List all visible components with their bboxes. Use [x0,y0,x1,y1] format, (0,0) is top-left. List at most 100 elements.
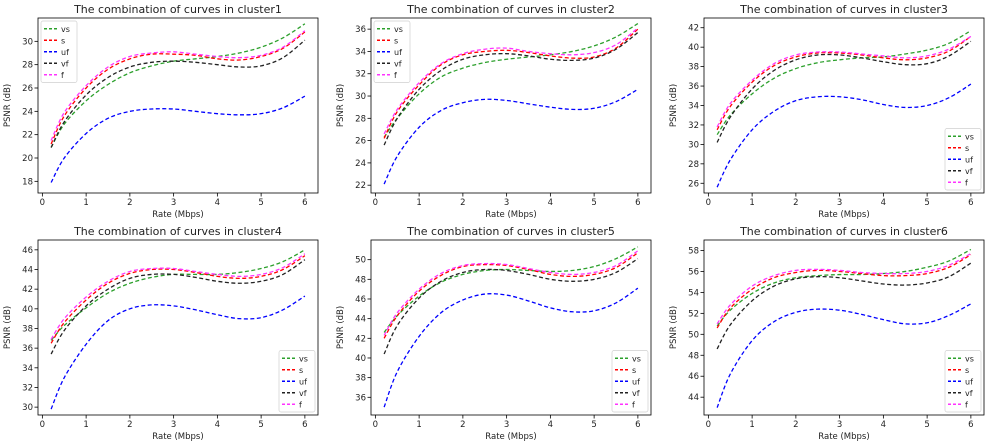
series-line-vf [50,39,306,148]
chart-svg: The combination of curves in cluster2 0 1 2… [336,3,652,220]
y-tick-label: 22 [22,131,33,141]
chart-panel-cluster3: The combination of curves in cluster3 0 1 2… [666,0,999,222]
y-tick-label: 40 [355,354,366,364]
y-tick-label: 24 [355,159,366,169]
series-line-s [383,252,639,339]
y-tick-label: 42 [22,285,33,295]
y-tick-label: 34 [22,364,33,374]
legend-label-s: s [61,36,65,45]
legend-box [40,20,78,83]
x-tick-label: 1 [83,420,88,430]
y-tick-label: 26 [22,84,33,94]
series-line-s [50,255,306,344]
y-tick-label: 36 [355,393,366,403]
chart-title: The combination of curves in cluster2 [406,3,615,16]
y-tick-label: 38 [355,374,366,384]
chart-svg: The combination of curves in cluster6 0 1 2… [669,225,985,442]
y-tick-label: 52 [688,309,699,319]
y-tick-label: 32 [22,383,33,393]
legend: vs s uf vf f [944,128,982,191]
chart-title: The combination of curves in cluster1 [73,3,282,16]
y-tick-label: 56 [688,267,699,277]
y-tick-label: 50 [688,330,699,340]
legend-label-uf: uf [632,377,640,386]
x-tick-label: 3 [837,420,842,430]
legend-label-uf: uf [394,48,402,57]
x-axis-label: Rate (Mbps) [818,432,869,442]
series-line-s [716,254,972,329]
legend-label-vf: vf [61,59,69,68]
chart-panel-cluster4: The combination of curves in cluster4 0 1 2… [0,222,333,444]
y-tick-label: 36 [688,82,699,92]
x-tick-label: 5 [258,198,263,208]
x-tick-label: 4 [548,420,553,430]
x-tick-label: 2 [127,198,132,208]
series-line-vs [716,248,972,327]
legend-box [278,350,316,413]
chart-panel-cluster2: The combination of curves in cluster2 0 1 2… [333,0,666,222]
plot-frame [370,239,652,416]
legend-label-f: f [965,400,968,409]
x-tick-label: 2 [793,420,798,430]
y-tick-label: 30 [688,140,699,150]
y-tick-label: 18 [22,177,33,187]
chart-panel-cluster5: The combination of curves in cluster5 0 1 2… [333,222,666,444]
series-line-vs [383,23,639,138]
plot-frame [703,239,985,416]
y-tick-label: 28 [22,61,33,71]
x-tick-label: 2 [460,198,465,208]
y-tick-label: 44 [355,315,366,325]
x-tick-label: 6 [635,198,640,208]
series-line-uf [50,295,306,410]
chart-title: The combination of curves in cluster4 [73,225,282,238]
y-tick-label: 42 [688,24,699,34]
y-tick-label: 34 [688,102,699,112]
x-axis-label: Rate (Mbps) [152,210,203,220]
chart-svg: The combination of curves in cluster3 0 1 2… [669,3,985,220]
legend-box [373,20,411,83]
series-line-vs [716,30,972,136]
legend: vs s uf vf f [40,20,78,83]
chart-panel-cluster6: The combination of curves in cluster6 0 1 2… [666,222,999,444]
y-tick-label: 36 [22,344,33,354]
series-line-f [716,253,972,325]
y-tick-label: 38 [688,63,699,73]
y-tick-label: 30 [22,403,33,413]
x-tick-label: 5 [924,420,929,430]
series-line-s [716,35,972,131]
x-tick-label: 0 [40,420,45,430]
x-tick-label: 6 [302,198,307,208]
legend-label-vs: vs [394,25,403,34]
x-tick-label: 3 [504,420,509,430]
chart-panel-cluster1: The combination of curves in cluster1 0 1 2… [0,0,333,222]
y-tick-label: 46 [22,246,33,256]
x-tick-label: 1 [749,198,754,208]
legend-label-f: f [632,400,635,409]
x-tick-label: 4 [215,198,220,208]
y-tick-label: 32 [688,121,699,131]
y-axis-label: PSNR (dB) [3,306,13,349]
x-axis-label: Rate (Mbps) [485,432,536,442]
x-tick-label: 4 [548,198,553,208]
x-tick-label: 5 [591,420,596,430]
legend-label-vs: vs [965,132,974,141]
plot-frame [703,17,985,194]
legend-label-s: s [632,366,636,375]
legend: vs s uf vf f [944,350,982,413]
x-axis-label: Rate (Mbps) [485,210,536,220]
x-tick-label: 0 [373,198,378,208]
y-tick-label: 40 [688,43,699,53]
legend-label-s: s [965,144,969,153]
x-tick-label: 1 [416,420,421,430]
x-tick-label: 0 [373,420,378,430]
x-tick-label: 4 [215,420,220,430]
series-line-s [50,31,306,145]
y-tick-label: 36 [355,25,366,35]
legend-label-s: s [394,36,398,45]
series-line-f [383,250,639,336]
y-tick-label: 44 [688,393,699,403]
x-tick-label: 6 [968,420,973,430]
legend-label-f: f [394,71,397,80]
x-tick-label: 3 [837,198,842,208]
